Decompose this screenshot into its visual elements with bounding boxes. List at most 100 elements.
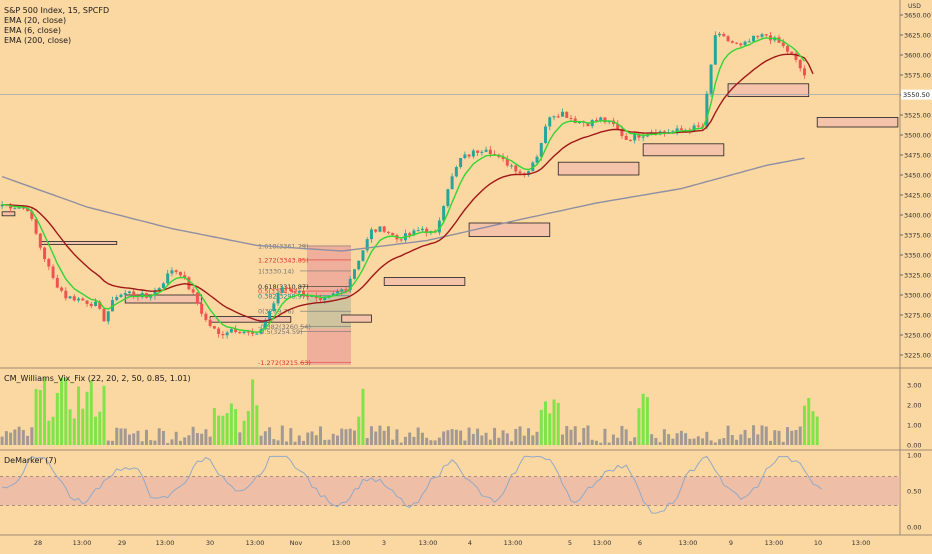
candle-body [178, 271, 182, 276]
time-tick-label: 6 [638, 539, 642, 547]
vix-bar [242, 420, 246, 445]
vix-bar [259, 435, 263, 445]
candle-body [272, 303, 276, 312]
vix-bar [501, 430, 505, 445]
vix-bar [527, 428, 531, 445]
fib-label: -1.272(3215.63) [258, 359, 311, 367]
zone-box [642, 143, 725, 157]
vix-bar [85, 391, 89, 445]
vix-bar [565, 426, 569, 445]
vix-bar [51, 416, 55, 445]
candle-body [21, 207, 25, 209]
candle-body [217, 328, 221, 335]
candle-body [535, 156, 539, 163]
vix-bar [476, 428, 480, 445]
vix-bar [378, 425, 382, 445]
candle-body [127, 291, 131, 294]
candle-body [747, 41, 751, 43]
candle-body [718, 33, 722, 36]
vix-bar [13, 429, 17, 445]
vix-bar [692, 438, 696, 445]
price-tick-label: 3525.00 [904, 112, 931, 120]
vix-bar [77, 386, 81, 445]
candle-body [382, 226, 386, 232]
vix-bar [268, 427, 272, 445]
demarker-legend[interactable]: DeMarker (7) [4, 456, 57, 465]
candle-body [633, 133, 637, 141]
vix-bar [459, 430, 463, 445]
vix-bar [170, 439, 174, 445]
candle-body [539, 142, 543, 157]
ema20-legend[interactable]: EMA (20, close) [4, 16, 67, 25]
vix-tick-label: 0.00 [907, 442, 921, 450]
candle-body [221, 334, 225, 336]
price-tick-label: 3500.00 [904, 132, 931, 140]
candle-body [174, 270, 178, 272]
vix-bar [412, 436, 416, 445]
candle-body [552, 116, 556, 118]
candle-body [675, 128, 679, 132]
vix-bar [55, 392, 59, 445]
vix-bar [548, 413, 552, 445]
vix-bar [747, 438, 751, 445]
fib-label: 1.272(3343.85) [258, 256, 309, 264]
vix-bar [81, 408, 85, 445]
candle-body [238, 332, 242, 334]
vix-bar [17, 426, 21, 445]
candle-body [297, 290, 301, 293]
vix-bar [9, 432, 13, 445]
candle-body [548, 117, 552, 127]
vix-bar [590, 439, 594, 445]
symbol-legend[interactable]: S&P 500 Index, 15, SPCFD EMA (20, close)… [4, 6, 109, 46]
candle-body [726, 36, 730, 42]
vix-bar [64, 377, 68, 445]
candle-body [739, 43, 743, 46]
candle-body [365, 239, 369, 251]
last-price-label: 3550.50 [903, 91, 930, 99]
vix-legend[interactable]: CM_Williams_Vix_Fix (22, 20, 2, 50, 0.85… [4, 374, 191, 383]
vix-bar [684, 433, 688, 445]
price-tick-label: 3650.00 [904, 12, 931, 20]
candle-body [204, 313, 208, 320]
vix-bar [30, 427, 34, 445]
price-tick-label: 3375.00 [904, 232, 931, 240]
candle-body [60, 287, 64, 291]
candle-body [306, 296, 310, 298]
candle-body [170, 270, 174, 274]
candle-body [246, 331, 250, 333]
time-tick-label: 29 [118, 539, 126, 547]
vix-bar [688, 438, 692, 445]
fib-label: 0.382(3298.97) [258, 292, 309, 300]
time-tick-label: 13:00 [332, 539, 351, 547]
vix-bar [573, 426, 577, 445]
demarker-band [0, 476, 900, 506]
candle-body [13, 208, 17, 210]
candle-body [106, 311, 110, 322]
vix-bar [709, 440, 713, 445]
vix-bar [153, 440, 157, 445]
candle-body [26, 207, 30, 212]
price-tick-label: 3450.00 [904, 172, 931, 180]
vix-bar [200, 433, 204, 445]
vix-bar [807, 398, 811, 445]
vix-bar [344, 429, 348, 445]
fib-label: 0.618(3310.87) [258, 283, 309, 291]
vix-bar [586, 425, 590, 445]
time-tick-label: 13:00 [504, 539, 523, 547]
price-tick-label: 3350.00 [904, 252, 931, 260]
vix-bar [616, 437, 620, 445]
vix-tick-label: 2.00 [907, 402, 921, 410]
vix-bar [730, 435, 734, 445]
ema6-legend[interactable]: EMA (6, close) [4, 26, 61, 35]
vix-bar [187, 435, 191, 445]
candle-body [471, 150, 475, 157]
candle-body [234, 328, 238, 333]
vix-bar [764, 426, 768, 445]
ema200-legend[interactable]: EMA (200, close) [4, 36, 72, 45]
vix-bar [756, 434, 760, 445]
vix-bar [675, 433, 679, 445]
vix-bar [365, 438, 369, 445]
candle-body [577, 121, 581, 124]
candle-body [416, 230, 420, 232]
